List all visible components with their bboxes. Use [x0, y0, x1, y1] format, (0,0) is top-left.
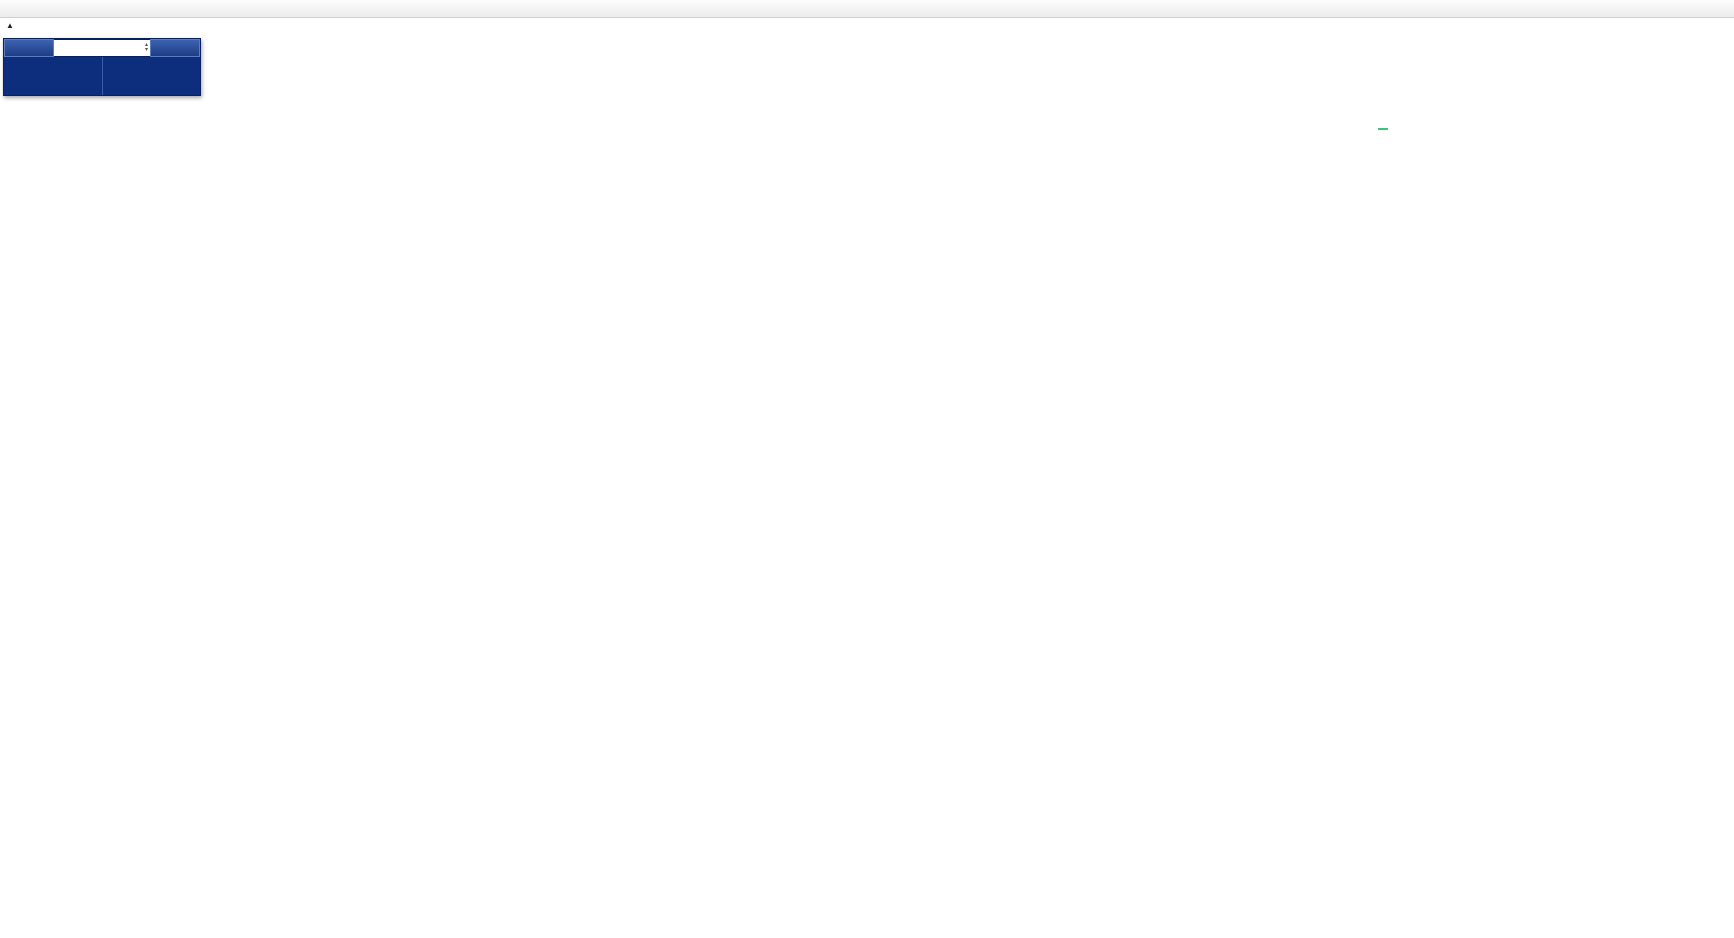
price-axis[interactable] — [1518, 17, 1580, 831]
rsi-label — [4, 678, 8, 690]
volume-stepper[interactable]: ▴ ▾ — [144, 42, 148, 53]
cn-annotation-text[interactable] — [1378, 128, 1388, 130]
volume-input[interactable]: ▴ ▾ — [54, 39, 150, 57]
one-click-trading-panel: ▴ ▾ — [3, 38, 201, 96]
sell-button[interactable] — [4, 39, 54, 57]
macd-label — [4, 522, 12, 534]
buy-price[interactable] — [101, 57, 201, 95]
symbol-marker-icon: ▲ — [6, 21, 14, 30]
toolbar — [0, 0, 1734, 18]
time-axis[interactable] — [0, 831, 1518, 853]
chart-ohlc-info: ▲ — [6, 21, 19, 30]
sell-price[interactable] — [4, 57, 102, 95]
buy-button[interactable] — [150, 39, 200, 57]
